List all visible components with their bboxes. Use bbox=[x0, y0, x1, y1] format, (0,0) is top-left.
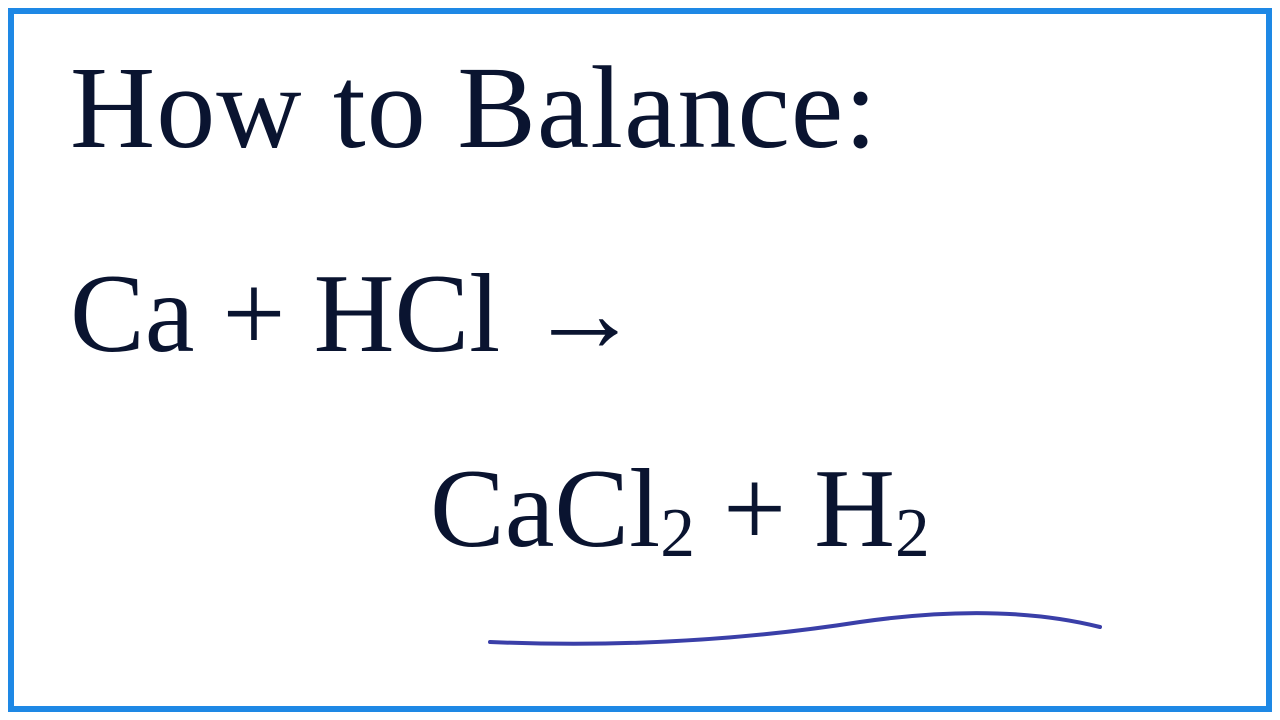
product-h2-sub: 2 bbox=[895, 495, 930, 572]
title-text: How to Balance: bbox=[70, 42, 878, 173]
equation-products: CaCl2 + H2 bbox=[430, 445, 930, 574]
plus-sign-2: + bbox=[695, 447, 814, 571]
underline-swoosh bbox=[480, 592, 1120, 662]
reactant-ca: Ca bbox=[70, 252, 194, 376]
product-cacl2-base: CaCl bbox=[430, 447, 660, 571]
plus-sign-1: + bbox=[194, 252, 313, 376]
equation-reactants: Ca + HCl → bbox=[70, 250, 640, 379]
slide-title: How to Balance: bbox=[70, 40, 878, 176]
reactant-hcl: HCl bbox=[314, 252, 501, 376]
product-h2-base: H bbox=[814, 447, 895, 571]
swoosh-path bbox=[490, 613, 1100, 644]
product-cacl2-sub: 2 bbox=[660, 495, 695, 572]
reaction-arrow: → bbox=[500, 252, 640, 376]
